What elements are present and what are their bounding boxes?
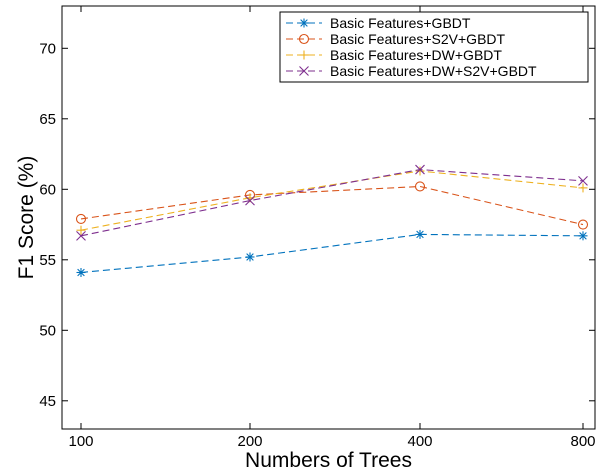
series [75, 181, 589, 230]
marker-stroke [76, 230, 86, 241]
legend-label: Basic Features+GBDT [330, 15, 471, 31]
data-point [577, 219, 589, 230]
data-point [75, 213, 87, 224]
data-point [299, 66, 309, 76]
x-tick-label: 400 [407, 433, 432, 450]
marker-stroke [246, 253, 254, 261]
data-point [578, 231, 588, 241]
marker-stroke [300, 19, 308, 27]
y-tick-label: 70 [39, 40, 56, 57]
x-axis-title: Numbers of Trees [245, 449, 412, 471]
data-point [298, 33, 310, 45]
marker-circle [577, 219, 589, 230]
data-point [415, 229, 425, 239]
data-point [245, 195, 255, 206]
legend-item: Basic Features+DW+S2V+GBDT [286, 63, 537, 79]
legend-item: Basic Features+S2V+GBDT [286, 31, 506, 47]
marker-circle [414, 181, 426, 192]
marker-stroke [578, 175, 588, 186]
y-tick-label: 50 [39, 322, 56, 339]
legend-box [279, 11, 589, 83]
y-tick-label: 65 [39, 111, 56, 128]
data-point [415, 166, 425, 176]
data-point [578, 183, 588, 193]
x-tick-label: 800 [570, 433, 595, 450]
marker-stroke [245, 195, 255, 206]
series [76, 229, 588, 277]
series-line [80, 233, 584, 274]
marker-stroke [77, 268, 85, 277]
marker-stroke [579, 232, 587, 240]
marker-circle [298, 33, 310, 45]
data-point [76, 230, 86, 241]
series-layer [75, 164, 589, 277]
y-axis-title: F1 Score (%) [15, 156, 38, 280]
series-line [80, 169, 584, 237]
series-line [80, 170, 584, 231]
data-point [299, 50, 309, 60]
series [76, 164, 588, 241]
y-tick-label: 55 [39, 252, 56, 269]
legend-label: Basic Features+DW+GBDT [330, 47, 502, 63]
data-point [414, 181, 426, 192]
y-tick-label: 45 [39, 393, 56, 410]
data-point [578, 175, 588, 186]
marker-stroke [415, 164, 425, 175]
data-point [299, 18, 309, 28]
x-tick-label: 100 [68, 433, 93, 450]
legend-label: Basic Features+DW+S2V+GBDT [330, 63, 537, 79]
x-tick-label: 200 [237, 433, 262, 450]
y-tick-label: 60 [39, 181, 56, 198]
data-point [245, 252, 255, 262]
legend-label: Basic Features+S2V+GBDT [330, 31, 506, 47]
series-line [80, 185, 584, 226]
data-point [76, 225, 86, 235]
data-point [415, 164, 425, 175]
data-point [76, 267, 86, 277]
legend-item: Basic Features+DW+GBDT [286, 47, 502, 63]
marker-circle [75, 213, 87, 224]
axis-ticks: 45 50 55 60 65 70 100 200 400 800 [39, 6, 596, 450]
marker-stroke [299, 66, 309, 76]
marker-stroke [416, 230, 424, 239]
legend-item: Basic Features+GBDT [286, 15, 471, 31]
